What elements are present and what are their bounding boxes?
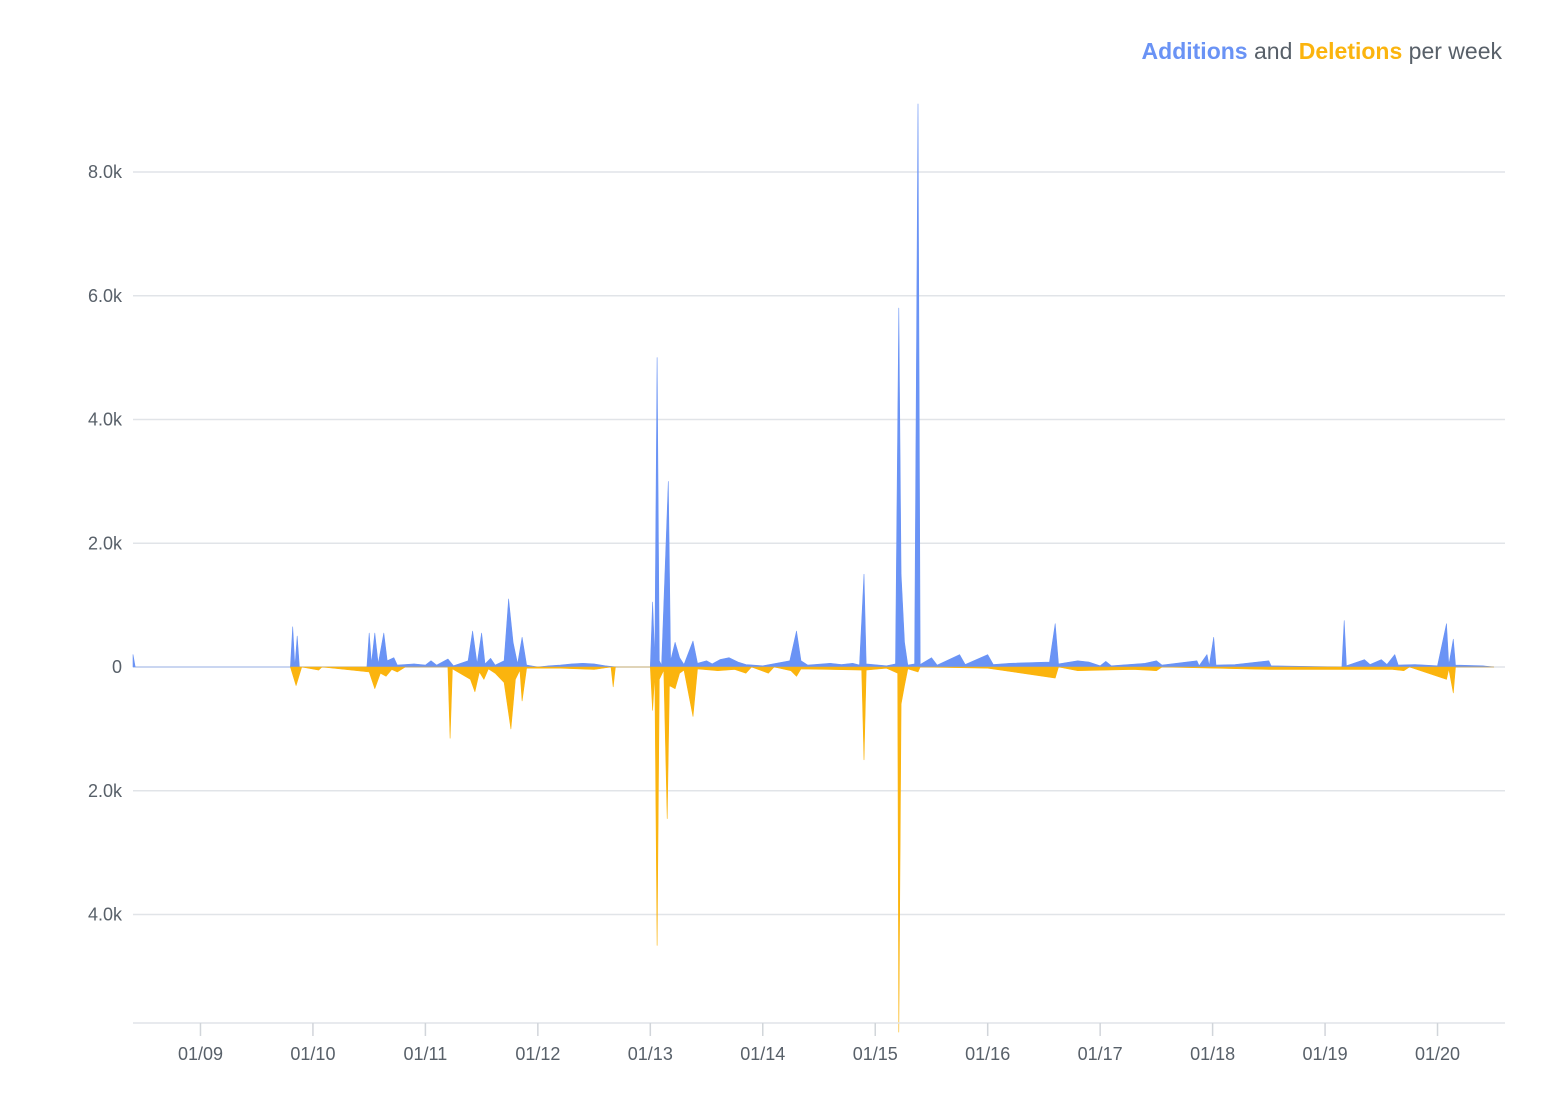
x-tick-label-2: 01/11 bbox=[404, 1044, 448, 1064]
series-area-deletions bbox=[290, 666, 1495, 1033]
y-tick-label-2: 4.0k bbox=[88, 410, 123, 430]
x-tick-label-8: 01/17 bbox=[1078, 1044, 1123, 1064]
x-tick-label-9: 01/18 bbox=[1190, 1044, 1235, 1064]
title-additions: Additions bbox=[1141, 38, 1248, 64]
x-tick-label-4: 01/13 bbox=[628, 1044, 673, 1064]
title-deletions: Deletions bbox=[1298, 38, 1403, 64]
x-axis-ticks: 01/09 01/10 01/11 01/12 01/13 01/14 01/15 01/16… bbox=[178, 1023, 1460, 1064]
series-layer bbox=[132, 103, 1495, 1033]
x-tick-label-7: 01/16 bbox=[965, 1044, 1010, 1064]
series-area-additions bbox=[132, 103, 1495, 668]
y-tick-label-3: 2.0k bbox=[88, 533, 123, 553]
y-tick-label-6: 4.0k bbox=[88, 905, 123, 925]
x-tick-label-5: 01/14 bbox=[740, 1044, 785, 1064]
x-tick-label-1: 01/10 bbox=[290, 1044, 335, 1064]
x-tick-label-11: 01/20 bbox=[1415, 1044, 1460, 1064]
x-tick-label-10: 01/19 bbox=[1303, 1044, 1348, 1064]
y-tick-label-1: 6.0k bbox=[88, 286, 123, 306]
x-tick-label-3: 01/12 bbox=[515, 1044, 560, 1064]
x-tick-label-6: 01/15 bbox=[853, 1044, 898, 1064]
y-tick-label-5: 2.0k bbox=[88, 781, 123, 801]
title-suffix: per week bbox=[1402, 38, 1502, 64]
chart-title: Additions and Deletions per week bbox=[1142, 38, 1502, 65]
y-axis-ticks: 8.0k 6.0k 4.0k 2.0k 0 2.0k 4.0k bbox=[88, 162, 123, 925]
y-tick-label-0: 8.0k bbox=[88, 162, 123, 182]
x-tick-label-0: 01/09 bbox=[178, 1044, 223, 1064]
title-and: and bbox=[1247, 38, 1299, 64]
y-tick-label-4: 0 bbox=[112, 657, 122, 677]
grid-lines bbox=[133, 171, 1505, 916]
